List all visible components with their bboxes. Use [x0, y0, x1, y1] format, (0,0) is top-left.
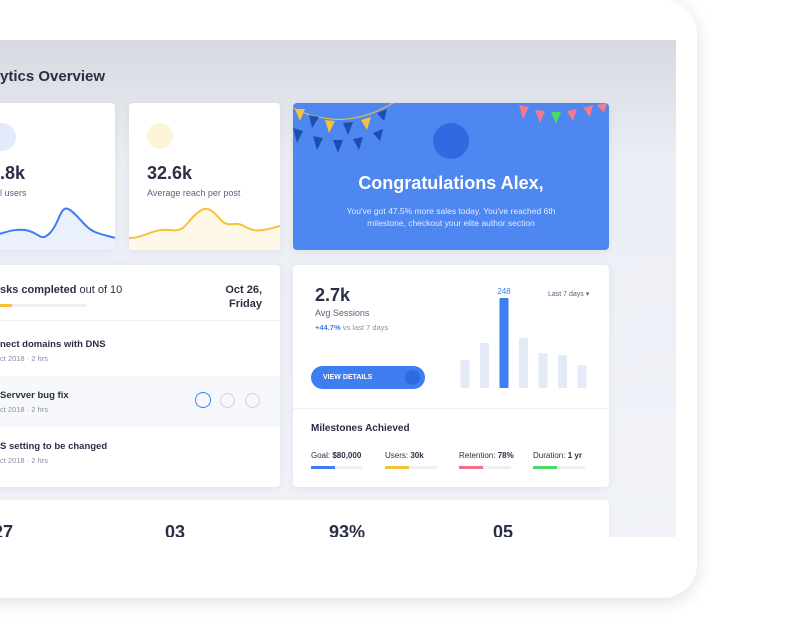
milestone-bar — [459, 466, 511, 469]
bar — [577, 365, 587, 388]
sessions-label: Avg Sessions — [315, 308, 370, 318]
bar — [538, 353, 548, 388]
sessions-change: +44.7% — [315, 323, 341, 332]
stat-card: .8k l users — [0, 103, 115, 250]
milestone: Duration: 1 yr — [533, 451, 585, 469]
milestone-text: 1 yr — [567, 451, 582, 460]
milestone-text: 78% — [497, 451, 514, 460]
stat-label: Average reach per post — [147, 188, 241, 198]
summary-value: 05 — [493, 522, 514, 537]
task-title: Servver bug fix — [0, 390, 69, 401]
summary-value: 03 — [165, 522, 186, 537]
summary-card: 27 03 93% 05 — [0, 500, 609, 537]
page-title: ytics Overview — [0, 68, 106, 85]
milestone: Retention: 78% — [459, 451, 514, 469]
milestone-bar — [533, 466, 585, 469]
icon — [0, 123, 16, 151]
task-meta: ct 2018 · 2 hrs — [0, 456, 48, 465]
summary-value: 93% — [329, 522, 366, 537]
tasks-date: Oct 26, — [225, 284, 262, 296]
bar — [460, 360, 470, 388]
icon — [433, 123, 469, 159]
sessions-card: 2.7k Avg Sessions +44.7% vs last 7 days … — [293, 265, 609, 487]
sessions-chart: MonTueWed248ThuFriSatSun — [460, 287, 587, 388]
milestone-text: Users: — [385, 451, 409, 460]
sparkline — [0, 207, 115, 250]
milestone-text: 30k — [410, 451, 424, 460]
bar — [499, 298, 509, 388]
task-title: S setting to be changed — [0, 441, 108, 452]
range-select[interactable]: Last 7 days ▾ — [548, 291, 590, 298]
task-title: nect domains with DNS — [0, 339, 106, 350]
view-details-button[interactable]: VIEW DETAILS — [311, 366, 425, 389]
tasks-summary: sks completed — [0, 284, 77, 296]
milestone: Users: 30k — [385, 451, 437, 469]
task-meta: ct 2018 · 2 hrs — [0, 405, 48, 414]
tasks-total: out of 10 — [79, 284, 123, 296]
tasks-card: sks completed out of 10 Oct 26, Friday ne… — [0, 265, 280, 487]
milestone-text: $80,000 — [332, 451, 362, 460]
sessions-value: 2.7k — [315, 285, 351, 305]
milestone-bar — [385, 466, 437, 469]
icon — [147, 123, 173, 149]
stat-value: 32.6k — [147, 163, 193, 183]
milestone: Goal: $80,000 — [311, 451, 363, 469]
stat-label: l users — [0, 188, 27, 198]
summary-value: 27 — [0, 522, 14, 537]
edit-button[interactable] — [220, 393, 235, 408]
button-label: VIEW DETAILS — [323, 374, 373, 381]
screen: ytics Overview .8k l users 32.6k Average… — [0, 40, 676, 537]
value-label: 248 — [497, 287, 511, 296]
milestone-text: Duration: — [533, 451, 566, 460]
milestone-bar — [311, 466, 363, 469]
task-meta: ct 2018 · 2 hrs — [0, 354, 48, 363]
stat-value: .8k — [0, 163, 26, 183]
sessions-change-note: vs last 7 days — [342, 323, 389, 332]
congrats-title: Congratulations Alex, — [358, 173, 544, 193]
delete-button[interactable] — [245, 393, 260, 408]
range-label: Last 7 days — [548, 291, 584, 298]
bar — [558, 354, 567, 388]
bunting — [293, 103, 607, 153]
bar — [519, 337, 528, 388]
milestone-text: Goal: — [311, 451, 331, 460]
milestones-title: Milestones Achieved — [311, 423, 410, 434]
congrats-text: You've got 47.5% more sales today. You'v… — [346, 206, 556, 228]
milestone-text: Retention: — [459, 451, 496, 460]
congrats-card: Congratulations Alex, You've got 47.5% m… — [293, 103, 609, 250]
tasks-day: Friday — [228, 298, 262, 310]
stat-card: 32.6k Average reach per post — [129, 103, 280, 250]
complete-button[interactable] — [195, 392, 211, 408]
sparkline — [129, 207, 280, 250]
bar — [480, 343, 489, 388]
